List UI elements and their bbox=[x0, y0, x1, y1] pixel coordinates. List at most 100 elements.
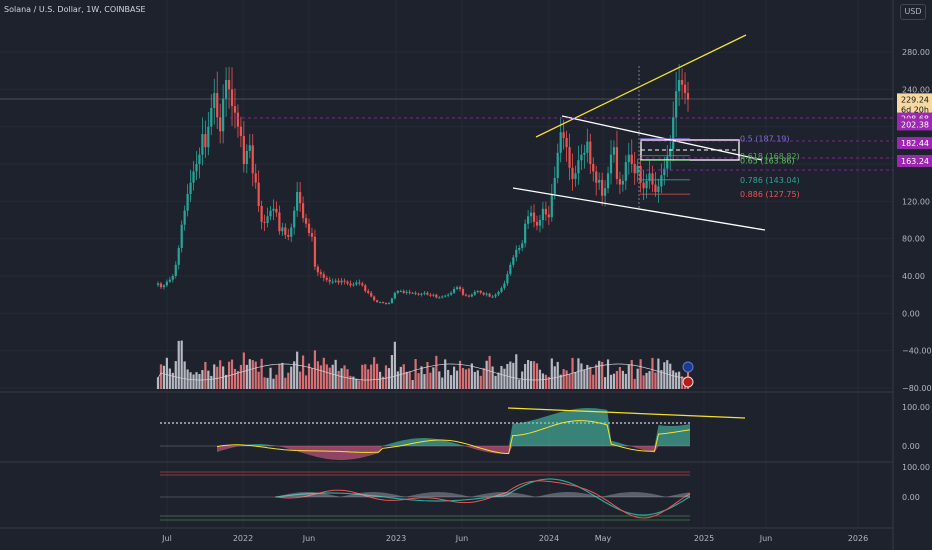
volume-bar bbox=[334, 359, 337, 389]
volume-bar bbox=[414, 359, 417, 389]
candle-body bbox=[284, 227, 287, 235]
candle-body bbox=[515, 249, 518, 258]
volume-bar bbox=[547, 376, 550, 389]
candle-body bbox=[550, 193, 553, 218]
volume-bar bbox=[506, 363, 509, 389]
volume-bar bbox=[168, 368, 171, 389]
candle-body bbox=[168, 279, 171, 282]
volume-bar bbox=[494, 375, 497, 389]
volume-bar bbox=[361, 364, 364, 389]
volume-bar bbox=[598, 360, 601, 389]
volume-bar bbox=[527, 360, 530, 389]
candle-body bbox=[675, 91, 678, 118]
candle-body bbox=[414, 292, 417, 294]
candle-body bbox=[624, 162, 627, 181]
volume-bar bbox=[301, 355, 305, 389]
volume-bar bbox=[310, 368, 314, 389]
volume-bar bbox=[322, 357, 325, 389]
volume-bar bbox=[384, 365, 388, 389]
price-tick-label: 80.00 bbox=[902, 235, 925, 244]
candle-body bbox=[444, 295, 447, 297]
volume-bar bbox=[485, 360, 488, 389]
candle-body bbox=[346, 281, 349, 284]
candle-body bbox=[411, 292, 414, 294]
candle-body bbox=[213, 93, 216, 108]
fib-label: 0.618 (168.82) bbox=[740, 152, 800, 161]
volume-bar bbox=[464, 369, 468, 389]
fib-label: 0.786 (143.04) bbox=[740, 176, 800, 185]
volume-bar bbox=[346, 369, 349, 389]
volume-bar bbox=[444, 359, 447, 389]
volume-bar bbox=[556, 361, 559, 389]
candle-body bbox=[307, 223, 311, 234]
candle-body bbox=[535, 221, 539, 226]
time-tick-label: 2025 bbox=[694, 534, 714, 543]
candle-body bbox=[527, 216, 530, 224]
candle-body bbox=[488, 293, 491, 297]
candle-body bbox=[198, 154, 201, 164]
level-price-value: 182.44 bbox=[901, 139, 929, 148]
candle-body bbox=[216, 93, 219, 118]
candle-body bbox=[301, 203, 305, 219]
volume-bar bbox=[678, 371, 681, 389]
symbol-title: Solana / U.S. Dollar, 1W, COINBASE bbox=[4, 5, 146, 14]
candle-body bbox=[452, 289, 456, 293]
candle-body bbox=[293, 210, 296, 228]
volume-bar bbox=[364, 364, 367, 389]
currency-button[interactable]: USD bbox=[900, 4, 926, 20]
candle-body bbox=[408, 291, 411, 293]
volume-bar bbox=[559, 374, 562, 389]
candle-body bbox=[648, 173, 651, 181]
volume-bar bbox=[216, 366, 219, 389]
fib-label: 0.886 (127.75) bbox=[740, 190, 800, 199]
volume-bar bbox=[352, 376, 355, 389]
volume-bar bbox=[370, 364, 373, 389]
candle-body bbox=[574, 173, 577, 179]
candle-body bbox=[461, 289, 465, 295]
oscillator-2 bbox=[160, 471, 691, 521]
osc2-line-b bbox=[274, 480, 691, 519]
candle-body bbox=[615, 147, 619, 179]
candle-body bbox=[562, 132, 565, 138]
indicator-plus-icon[interactable] bbox=[682, 361, 694, 373]
level-price-value: 202.38 bbox=[901, 120, 929, 129]
volume-bar bbox=[204, 361, 207, 389]
candle-body bbox=[340, 280, 343, 283]
candle-body bbox=[450, 292, 453, 295]
candle-body bbox=[518, 248, 521, 250]
volume-bar bbox=[245, 364, 248, 389]
volume-bar bbox=[441, 377, 444, 389]
candle-body bbox=[491, 296, 494, 298]
candle-body bbox=[310, 233, 314, 237]
fib-levels: 0.5 (187.19) 0.618 (168.82)0.65 (163.86) 0… bbox=[640, 135, 800, 199]
candle-body bbox=[192, 171, 195, 183]
candle-body bbox=[541, 208, 545, 220]
volume-bar bbox=[174, 361, 177, 389]
volume-bar bbox=[535, 363, 539, 389]
price-tick-label: 120.00 bbox=[902, 197, 930, 206]
upper-trendline bbox=[535, 34, 747, 138]
volume-bar bbox=[595, 364, 598, 389]
price-tick-label: 40.00 bbox=[902, 272, 925, 281]
oscillator-1 bbox=[160, 407, 746, 460]
time-axis[interactable]: Jul 2022 Jun 2023 Jun 2024 May 2025 Jun 2026 bbox=[161, 534, 868, 543]
osc1-tick-label: 0.00 bbox=[902, 442, 920, 451]
candle-body bbox=[296, 192, 299, 211]
time-tick-label: 2024 bbox=[539, 534, 559, 543]
volume-bar bbox=[393, 341, 396, 389]
volume-bar bbox=[192, 374, 195, 389]
candle-body bbox=[553, 178, 556, 194]
volume-bar bbox=[266, 377, 269, 389]
volume-bar bbox=[675, 372, 678, 389]
candle-body bbox=[429, 294, 432, 296]
candle-body bbox=[210, 108, 213, 127]
candle-body bbox=[464, 294, 468, 296]
volume-bar bbox=[529, 361, 533, 389]
volume-bar bbox=[159, 364, 163, 389]
indicator-flag-icon[interactable] bbox=[682, 376, 694, 388]
volume-bar bbox=[189, 372, 192, 389]
candle-body bbox=[349, 283, 352, 286]
candle-body bbox=[328, 279, 331, 282]
